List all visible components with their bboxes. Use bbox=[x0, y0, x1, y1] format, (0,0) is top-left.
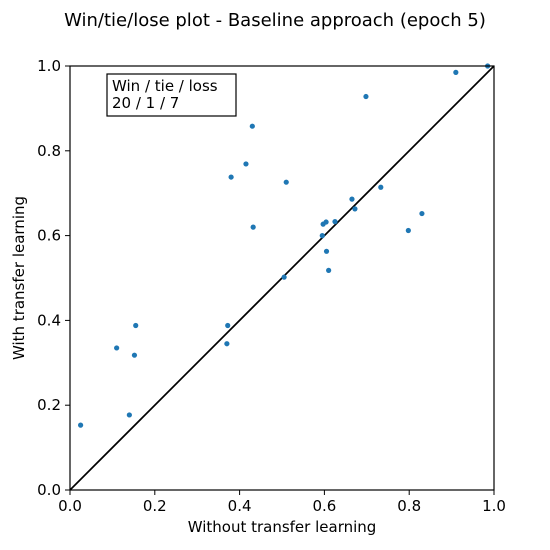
chart-title: Win/tie/lose plot - Baseline approach (e… bbox=[64, 10, 486, 31]
data-point bbox=[349, 196, 355, 202]
annotation-box: Win / tie / loss 20 / 1 / 7 bbox=[106, 73, 237, 117]
y-axis-label: With transfer learning bbox=[10, 196, 28, 360]
data-point bbox=[114, 345, 120, 351]
y-tick-label: 1.0 bbox=[37, 57, 61, 75]
data-point bbox=[250, 224, 256, 230]
y-tick-label: 0.0 bbox=[37, 481, 61, 499]
data-point bbox=[283, 179, 289, 185]
x-tick-label: 0.0 bbox=[58, 497, 82, 515]
data-point bbox=[319, 233, 325, 239]
data-point bbox=[249, 123, 255, 129]
data-point bbox=[419, 210, 425, 217]
data-point bbox=[224, 341, 230, 347]
y-ticks-layer: 0.0 0.2 0.4 0.6 0.8 1.0 bbox=[37, 57, 70, 499]
y-tick-label: 0.6 bbox=[37, 227, 61, 245]
data-point bbox=[323, 219, 329, 225]
data-point bbox=[281, 274, 287, 280]
annotation-line-1: Win / tie / loss bbox=[112, 77, 218, 95]
data-point bbox=[133, 322, 139, 329]
points-layer bbox=[78, 63, 491, 428]
data-point bbox=[453, 69, 459, 75]
data-point bbox=[126, 412, 132, 418]
data-point bbox=[326, 267, 332, 273]
data-point bbox=[378, 184, 384, 190]
data-point bbox=[352, 206, 358, 212]
data-point bbox=[78, 422, 84, 428]
x-tick-label: 0.4 bbox=[228, 497, 252, 515]
data-point bbox=[405, 227, 411, 234]
x-tick-label: 0.6 bbox=[312, 497, 336, 515]
x-axis-label: Without transfer learning bbox=[188, 518, 377, 536]
data-point bbox=[363, 93, 369, 100]
y-tick-label: 0.2 bbox=[37, 396, 61, 414]
x-tick-label: 0.2 bbox=[143, 497, 167, 515]
annotation-frame bbox=[106, 73, 237, 117]
data-point bbox=[243, 161, 249, 167]
data-point bbox=[332, 219, 338, 225]
data-point bbox=[131, 352, 138, 358]
plot-frame bbox=[69, 65, 495, 491]
x-ticks-layer: 0.0 0.2 0.4 0.6 0.8 1.0 bbox=[58, 490, 506, 515]
annotation-line-2: 20 / 1 / 7 bbox=[112, 94, 179, 112]
data-point bbox=[323, 248, 330, 254]
y-tick-label: 0.4 bbox=[37, 311, 61, 329]
y-tick-label: 0.8 bbox=[37, 142, 61, 160]
data-point bbox=[228, 174, 234, 180]
x-tick-label: 0.8 bbox=[397, 497, 421, 515]
x-tick-label: 1.0 bbox=[482, 497, 506, 515]
data-point bbox=[225, 322, 231, 329]
